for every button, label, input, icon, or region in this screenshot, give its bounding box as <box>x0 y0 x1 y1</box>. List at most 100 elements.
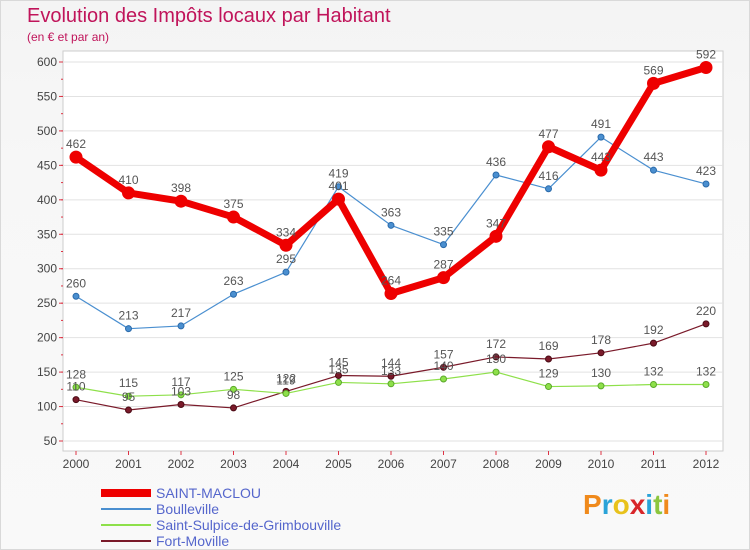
y-tick-label: 550 <box>37 89 57 103</box>
data-point <box>545 185 552 193</box>
data-point <box>174 194 188 208</box>
data-label: 443 <box>591 150 611 164</box>
data-point <box>702 180 710 188</box>
data-label: 117 <box>171 375 190 389</box>
data-label: 220 <box>696 304 716 318</box>
data-point <box>489 229 503 243</box>
data-label: 263 <box>223 274 243 288</box>
data-label: 125 <box>223 369 243 383</box>
legend-swatch <box>101 524 151 526</box>
data-point <box>387 372 395 380</box>
data-point <box>594 163 608 177</box>
data-label: 95 <box>122 390 136 404</box>
y-tick-label: 250 <box>37 296 57 310</box>
chart-title: Evolution des Impôts locaux par Habitant <box>27 5 391 27</box>
data-point <box>279 238 293 252</box>
data-label: 135 <box>328 362 348 376</box>
x-tick-label: 2004 <box>273 457 300 471</box>
data-label: 335 <box>433 225 453 239</box>
data-label: 140 <box>433 359 453 373</box>
x-tick-label: 2005 <box>325 457 352 471</box>
data-point <box>387 221 395 229</box>
x-tick-label: 2001 <box>115 457 142 471</box>
logo-letter: o <box>612 489 630 520</box>
data-label: 416 <box>538 169 558 183</box>
x-tick-label: 2002 <box>168 457 195 471</box>
data-label: 334 <box>276 225 296 239</box>
data-label: 477 <box>538 127 558 141</box>
data-point <box>125 392 132 400</box>
data-label: 157 <box>433 347 453 361</box>
data-point <box>699 61 713 75</box>
data-point <box>597 382 605 390</box>
data-label: 419 <box>328 167 348 181</box>
data-label: 169 <box>538 339 558 353</box>
legend-label: Boulleville <box>156 501 220 517</box>
legend-swatch <box>101 508 151 510</box>
data-label: 132 <box>696 364 716 378</box>
data-point <box>597 133 605 141</box>
data-point <box>650 380 657 388</box>
data-point <box>122 186 135 200</box>
logo-letter: x <box>629 489 646 520</box>
data-label: 128 <box>66 367 86 381</box>
data-point <box>542 140 555 154</box>
data-point <box>177 400 185 408</box>
y-tick-label: 100 <box>37 400 57 414</box>
y-tick-label: 50 <box>44 434 58 448</box>
data-label: 491 <box>591 117 611 131</box>
y-tick-label: 300 <box>37 262 57 276</box>
data-label: 398 <box>171 181 191 195</box>
data-point <box>647 76 660 90</box>
data-point <box>597 349 605 357</box>
data-point <box>177 391 185 399</box>
data-label: 401 <box>328 179 348 193</box>
data-point <box>177 322 185 330</box>
data-label: 192 <box>643 323 663 337</box>
data-label: 410 <box>118 173 138 187</box>
data-point <box>125 325 132 333</box>
data-label: 363 <box>381 205 401 219</box>
data-point <box>545 355 552 363</box>
data-label: 423 <box>696 164 716 178</box>
data-label: 129 <box>538 367 558 381</box>
data-label: 213 <box>118 309 138 323</box>
data-label: 144 <box>381 356 401 370</box>
data-point <box>492 368 500 376</box>
legend-label: SAINT-MACLOU <box>156 485 262 501</box>
data-point <box>650 166 657 174</box>
y-tick-label: 400 <box>37 193 57 207</box>
data-label: 115 <box>119 376 138 390</box>
y-tick-label: 350 <box>37 227 57 241</box>
y-tick-label: 200 <box>37 331 57 345</box>
data-label: 150 <box>486 352 506 366</box>
data-point <box>282 268 290 276</box>
data-point <box>125 406 132 414</box>
data-point <box>492 171 500 179</box>
data-point <box>335 378 342 386</box>
data-label: 145 <box>328 356 348 370</box>
x-tick-label: 2010 <box>588 457 615 471</box>
logo-letter: i <box>645 489 654 520</box>
data-label: 110 <box>66 380 85 394</box>
legend-swatch <box>101 489 151 497</box>
plot-area <box>62 50 724 452</box>
data-label: 569 <box>643 63 663 77</box>
data-point <box>230 404 237 412</box>
data-label: 178 <box>591 333 611 347</box>
x-tick-label: 2009 <box>535 457 562 471</box>
data-label: 217 <box>171 306 191 320</box>
data-point <box>650 339 657 347</box>
data-point <box>440 363 447 371</box>
data-label: 462 <box>66 137 86 151</box>
data-label: 132 <box>643 364 663 378</box>
data-label: 122 <box>276 371 296 385</box>
data-label: 264 <box>381 274 401 288</box>
data-point <box>440 241 447 249</box>
data-label: 133 <box>381 364 401 378</box>
data-label: 287 <box>433 258 453 272</box>
data-point <box>72 396 80 404</box>
data-label: 443 <box>643 150 663 164</box>
data-label: 98 <box>227 388 241 402</box>
